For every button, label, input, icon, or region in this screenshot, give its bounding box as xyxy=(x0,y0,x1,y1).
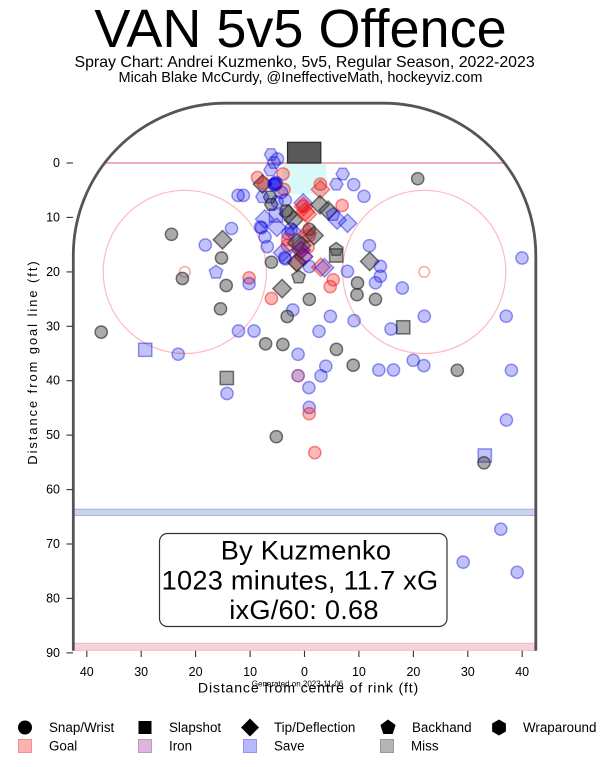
svg-text:1023 minutes, 11.7 xG: 1023 minutes, 11.7 xG xyxy=(162,564,439,595)
svg-text:Tip/Deflection: Tip/Deflection xyxy=(274,720,355,735)
svg-text:60: 60 xyxy=(46,483,60,497)
svg-text:20: 20 xyxy=(406,665,420,679)
svg-text:Snap/Wrist: Snap/Wrist xyxy=(49,720,115,735)
svg-text:Iron: Iron xyxy=(169,739,192,754)
svg-text:Wraparound: Wraparound xyxy=(523,720,596,735)
svg-text:30: 30 xyxy=(46,319,60,333)
svg-text:40: 40 xyxy=(46,374,60,388)
svg-text:Generated on 2023-11-06: Generated on 2023-11-06 xyxy=(252,680,344,689)
svg-text:Backhand: Backhand xyxy=(412,720,472,735)
svg-text:Micah Blake McCurdy, @Ineffect: Micah Blake McCurdy, @IneffectiveMath, h… xyxy=(119,70,483,86)
svg-text:By Kuzmenko: By Kuzmenko xyxy=(221,535,391,566)
svg-text:90: 90 xyxy=(46,646,60,660)
svg-text:30: 30 xyxy=(134,665,148,679)
svg-text:VAN 5v5 Offence: VAN 5v5 Offence xyxy=(94,0,506,59)
svg-text:20: 20 xyxy=(46,265,60,279)
svg-text:10: 10 xyxy=(243,665,257,679)
svg-text:40: 40 xyxy=(515,665,529,679)
svg-text:Save: Save xyxy=(274,739,305,754)
svg-text:Slapshot: Slapshot xyxy=(169,720,221,735)
svg-text:40: 40 xyxy=(80,665,94,679)
svg-text:Miss: Miss xyxy=(411,739,439,754)
svg-text:Spray Chart: Andrei Kuzmenko,: Spray Chart: Andrei Kuzmenko, 5v5, Regul… xyxy=(74,54,534,71)
svg-text:30: 30 xyxy=(461,665,475,679)
svg-text:0: 0 xyxy=(301,665,308,679)
svg-text:70: 70 xyxy=(46,537,60,551)
svg-text:Distance from centre of rink (: Distance from centre of rink (ft) xyxy=(198,681,419,697)
svg-text:10: 10 xyxy=(46,210,60,224)
svg-text:50: 50 xyxy=(46,428,60,442)
svg-text:Goal: Goal xyxy=(49,739,77,754)
svg-text:10: 10 xyxy=(352,665,366,679)
svg-text:20: 20 xyxy=(189,665,203,679)
svg-text:0: 0 xyxy=(53,156,60,170)
svg-text:ixG/60: 0.68: ixG/60: 0.68 xyxy=(229,594,379,625)
svg-text:Distance from goal line (ft): Distance from goal line (ft) xyxy=(25,259,40,464)
svg-text:80: 80 xyxy=(46,591,60,605)
